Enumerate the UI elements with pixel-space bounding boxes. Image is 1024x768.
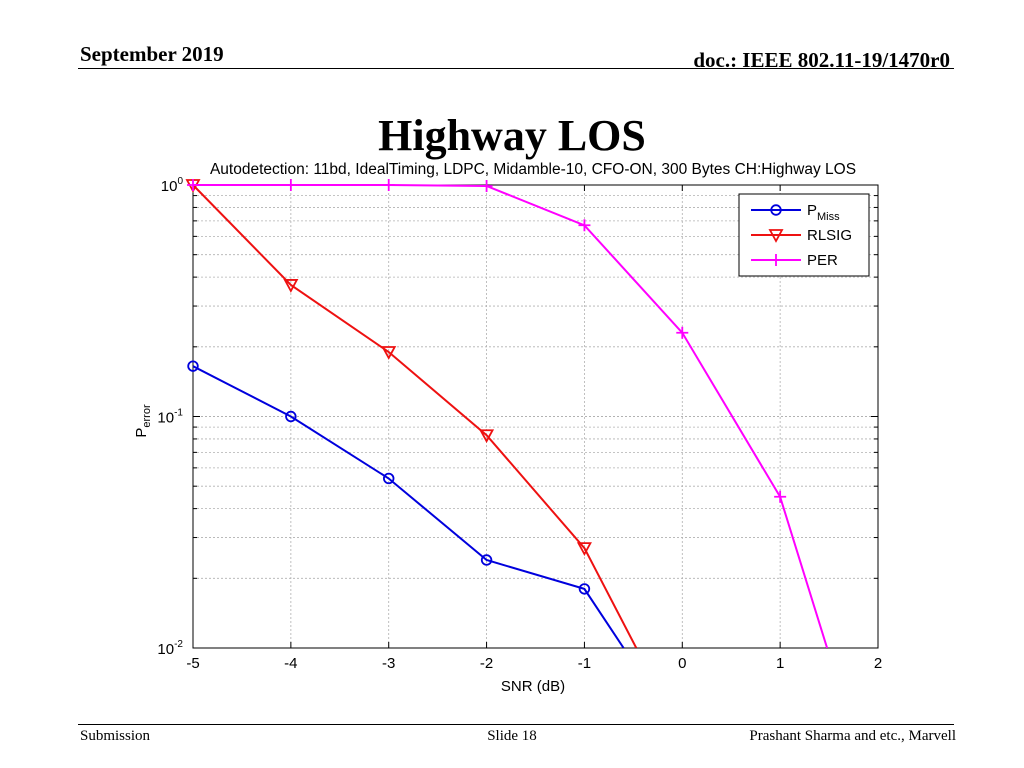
data-point xyxy=(768,229,784,243)
x-tick-label: -5 xyxy=(186,655,199,672)
y-axis-label-sub: error xyxy=(141,404,153,428)
data-point xyxy=(383,472,395,485)
chart-title: Autodetection: 11bd, IdealTiming, LDPC, … xyxy=(210,161,856,178)
x-tick-label: 1 xyxy=(776,655,784,672)
data-point xyxy=(187,179,199,191)
footer-slide-number: Slide 18 xyxy=(487,728,537,744)
data-point xyxy=(285,410,297,423)
data-point xyxy=(283,279,299,293)
header-rule xyxy=(78,68,954,69)
plot-frame xyxy=(192,184,879,649)
data-point xyxy=(479,429,495,444)
data-point xyxy=(770,204,782,216)
slide-title: Highway LOS xyxy=(378,111,646,160)
data-point xyxy=(578,219,591,232)
x-tick-label: -1 xyxy=(578,655,591,672)
legend-item: PMiss xyxy=(751,202,840,223)
legend-label: PMiss xyxy=(807,202,840,223)
y-tick-label: 10-2 xyxy=(157,639,183,658)
x-tick-label: -3 xyxy=(382,655,395,672)
x-tick-label: -2 xyxy=(480,655,493,672)
tick-labels: -5 -4 -3 -2 -1 0 1 2 10-2 10-1 100 xyxy=(157,176,882,672)
footer-submission: Submission xyxy=(80,728,151,744)
data-point xyxy=(578,583,591,595)
footer-author: Prashant Sharma and etc., Marvell xyxy=(749,728,956,744)
data-point xyxy=(480,180,493,193)
data-point xyxy=(284,179,297,191)
header-date: September 2019 xyxy=(80,42,224,66)
x-axis-label: SNR (dB) xyxy=(501,678,565,695)
series-layer xyxy=(185,179,829,648)
y-tick-label: 10-1 xyxy=(157,408,183,427)
legend-label: PER xyxy=(807,252,838,269)
series-per xyxy=(187,179,829,648)
footer-rule xyxy=(78,724,954,725)
data-point xyxy=(676,326,689,339)
series-line xyxy=(192,365,625,648)
series-line xyxy=(192,184,638,648)
data-point xyxy=(382,179,395,191)
y-axis-label-main: P xyxy=(133,428,150,438)
x-tick-label: 0 xyxy=(678,655,686,672)
legend-item: PER xyxy=(751,252,838,269)
legend-label: RLSIG xyxy=(807,227,852,244)
data-point xyxy=(381,346,397,360)
legend-item: RLSIG xyxy=(751,227,852,244)
grid xyxy=(193,185,878,648)
data-point xyxy=(480,554,493,566)
data-point xyxy=(187,360,199,372)
series-rlsig xyxy=(185,179,638,648)
series-p xyxy=(187,360,625,648)
y-axis-label: Perror xyxy=(133,404,153,438)
legend: PMiss RLSIG PER xyxy=(738,193,870,277)
x-tick-label: 2 xyxy=(874,655,882,672)
data-point xyxy=(770,254,782,266)
data-point xyxy=(576,542,592,557)
x-tick-label: -4 xyxy=(284,655,297,672)
data-point xyxy=(774,490,787,503)
series-line xyxy=(193,184,829,648)
y-tick-label: 100 xyxy=(161,176,184,195)
